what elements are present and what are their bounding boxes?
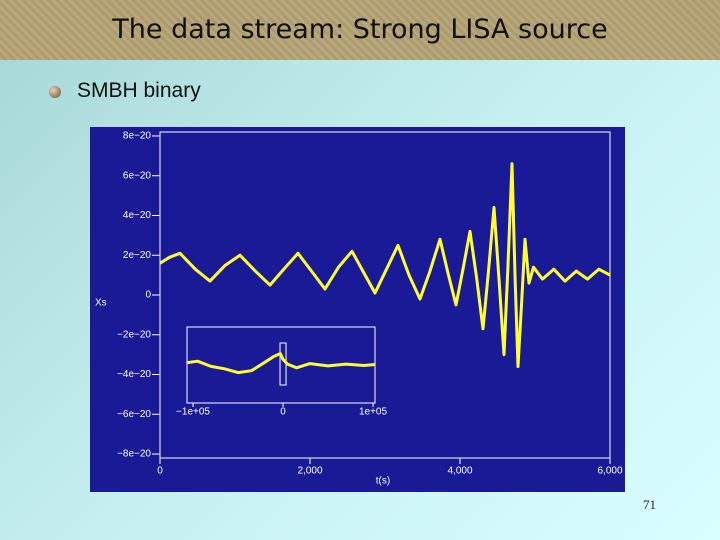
y-axis-label: Xs	[95, 298, 107, 309]
inset-x-tick-label: 0	[280, 407, 286, 418]
slide-title: The data stream: Strong LISA source	[112, 14, 608, 45]
x-tick-label: 2,000	[297, 466, 322, 477]
y-tick-label: 4e−20	[123, 210, 152, 221]
title-bar	[0, 0, 720, 60]
x-tick-label: 4,000	[447, 466, 472, 477]
y-tick-label: −4e−20	[117, 369, 151, 380]
y-tick-label: −8e−20	[117, 449, 151, 460]
x-axis-label: t(s)	[376, 476, 390, 487]
inset-line	[187, 352, 375, 375]
x-tick-label: 0	[157, 466, 163, 477]
inset-x-tick-label: 1e+05	[359, 407, 388, 418]
page-number: 71	[643, 497, 656, 512]
signal-line	[159, 162, 611, 369]
chart: Xs t(s) 8e−20 6e−20 4e−20 2e−20 0 −2e−20 −4e−2…	[90, 127, 625, 492]
inset-x-tick-label: −1e+05	[176, 407, 210, 418]
chart-background	[90, 127, 625, 492]
y-tick-label: 2e−20	[123, 250, 152, 261]
bullet-text: SMBH binary	[77, 79, 201, 102]
y-tick-label: −6e−20	[117, 409, 151, 420]
y-tick-label: 0	[145, 290, 151, 301]
y-tick-label: 6e−20	[123, 170, 152, 181]
x-tick-label: 6,000	[597, 466, 622, 477]
y-tick-label: −2e−20	[117, 329, 151, 340]
y-tick-label: 8e−20	[123, 131, 152, 142]
bullet-icon	[49, 86, 61, 98]
